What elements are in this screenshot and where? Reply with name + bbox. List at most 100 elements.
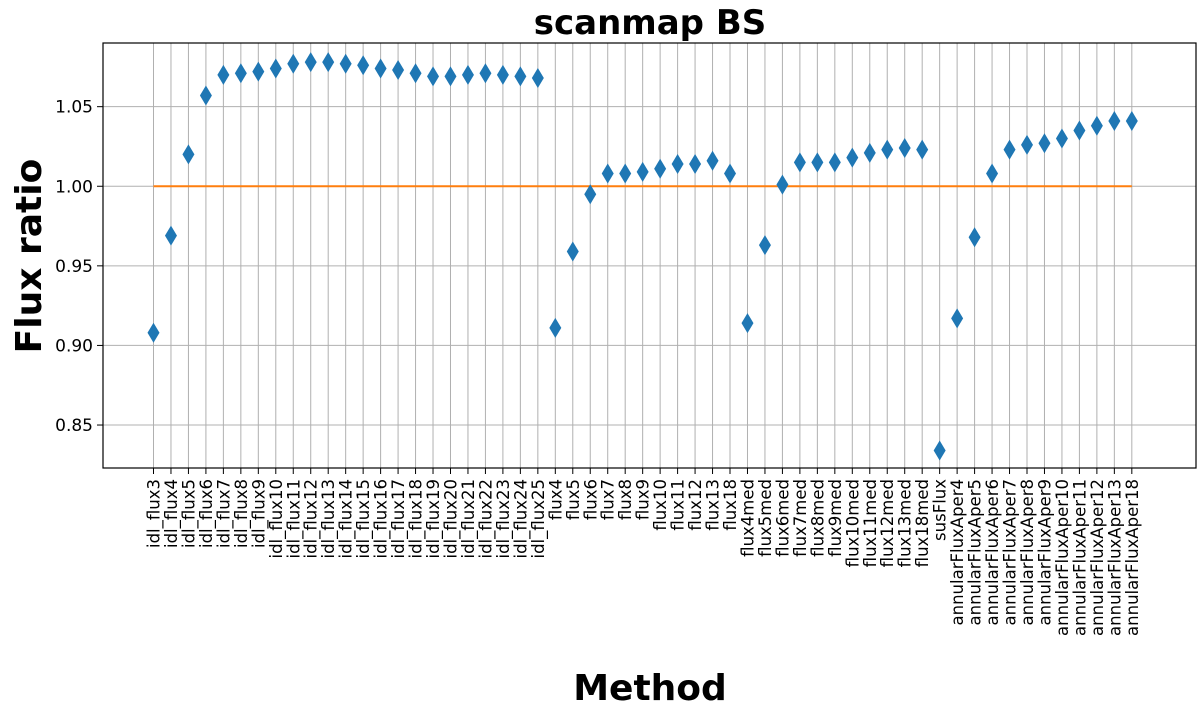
x-tick-label: annularFluxAper9 [1035, 479, 1054, 625]
data-point-marker [846, 147, 859, 168]
data-point-marker [951, 308, 964, 329]
x-tick-label: flux6med [773, 479, 792, 557]
x-tick-label: idl_flux16 [372, 479, 392, 559]
data-point-marker [549, 317, 562, 338]
data-point-marker [671, 153, 684, 174]
data-point-marker [916, 139, 929, 160]
x-tick-label: idl_flux14 [337, 479, 357, 559]
data-point-marker [461, 64, 474, 85]
data-point-marker [217, 64, 230, 85]
data-point-marker [758, 235, 771, 256]
data-point-marker [392, 60, 405, 81]
data-point-marker [1125, 110, 1138, 131]
data-point-marker [1021, 134, 1033, 155]
x-tick-label: flux6 [581, 479, 600, 520]
x-tick-label: idl_flux18 [407, 479, 427, 559]
x-tick-label: flux11 [669, 479, 688, 531]
data-point-marker [566, 241, 579, 262]
x-tick-label: annularFluxAper5 [966, 479, 985, 625]
x-tick-label: annularFluxAper11 [1070, 479, 1089, 636]
grid [103, 43, 1196, 468]
data-point-marker [863, 142, 876, 163]
x-tick-label: idl_flux5 [179, 479, 199, 548]
x-tick-label: flux13med [896, 479, 915, 567]
x-tick-label: flux7med [791, 479, 810, 557]
x-tick-label: flux18med [913, 479, 932, 567]
data-point-marker [514, 66, 527, 87]
data-point-marker [741, 313, 754, 334]
data-point-marker [269, 58, 282, 79]
data-point-marker [304, 52, 317, 73]
x-tick-label: annularFluxAper12 [1088, 479, 1107, 636]
data-point-marker [252, 61, 265, 82]
x-tick-label: idl_flux3 [145, 479, 165, 548]
x-tick-label: idl_flux24 [511, 479, 531, 559]
data-point-marker [828, 152, 841, 173]
x-tick-label: idl_flux6 [197, 479, 217, 548]
data-point-marker [968, 227, 981, 248]
data-point-marker [776, 174, 789, 195]
x-tick-label: flux10med [843, 479, 862, 567]
x-tick-label: annularFluxAper8 [1018, 479, 1037, 625]
x-axis-label: Method [573, 668, 727, 704]
x-tick-label: idl_flux23 [494, 479, 514, 559]
data-point-marker [654, 158, 667, 179]
data-point-marker [793, 152, 806, 173]
x-tick-label: idl_flux9 [249, 479, 269, 548]
x-tick-label: flux9med [826, 479, 845, 557]
data-point-marker [724, 163, 737, 184]
x-tick-label: idl_flux8 [232, 479, 252, 548]
x-tick-label: idl_flux17 [389, 479, 409, 559]
x-tick-label: idl_flux15 [354, 479, 374, 559]
x-tick-label: idl_flux11 [284, 479, 304, 559]
x-tick-label: flux9 [634, 479, 653, 520]
x-tick-label: flux4med [738, 479, 757, 557]
x-tick-label: flux12med [878, 479, 897, 567]
data-point-marker [182, 144, 195, 165]
data-point-marker [147, 322, 160, 343]
x-axis-ticks: idl_flux3idl_flux4idl_flux5idl_flux6idl_… [145, 468, 1142, 636]
data-point-marker [322, 52, 335, 73]
data-point-marker [689, 153, 702, 174]
data-point-marker [1003, 139, 1016, 160]
chart-title: scanmap BS [534, 3, 767, 43]
data-point-marker [531, 68, 544, 89]
x-tick-label: annularFluxAper18 [1123, 479, 1142, 636]
data-point-marker [1055, 128, 1068, 149]
data-point-marker [199, 85, 212, 106]
x-tick-label: idl_flux13 [319, 479, 339, 559]
data-point-marker [339, 53, 352, 74]
data-point-marker [1038, 133, 1051, 154]
data-point-marker [374, 58, 387, 79]
data-point-marker [1090, 115, 1103, 136]
data-point-marker [164, 225, 177, 246]
x-tick-label: idl_flux20 [441, 479, 461, 559]
x-tick-label: flux11med [861, 479, 880, 567]
data-points [147, 52, 1138, 461]
x-tick-label: flux8 [616, 479, 635, 520]
x-tick-label: flux13 [704, 479, 723, 531]
data-point-marker [496, 64, 509, 85]
x-tick-label: annularFluxAper7 [1001, 479, 1020, 625]
x-tick-label: idl_flux10 [267, 479, 287, 559]
data-point-marker [584, 184, 597, 205]
x-tick-label: idl_flux4 [162, 479, 182, 548]
plot-area-frame [102, 42, 1197, 469]
x-tick-label: flux8med [808, 479, 827, 557]
x-tick-label: flux5med [756, 479, 775, 557]
x-tick-label: flux18 [721, 479, 740, 531]
data-point-marker [479, 63, 492, 84]
y-axis-label: Flux ratio [9, 159, 50, 354]
x-tick-label: annularFluxAper6 [983, 479, 1002, 625]
data-point-marker [427, 66, 440, 87]
x-tick-label: idl_flux7 [214, 479, 234, 548]
data-point-marker [409, 63, 422, 84]
x-tick-label: susFlux [931, 479, 950, 541]
x-tick-label: idl_flux21 [459, 479, 479, 559]
y-tick-label: 1.00 [55, 177, 93, 197]
y-tick-label: 0.95 [55, 257, 93, 277]
data-point-marker [986, 163, 999, 184]
x-tick-label: annularFluxAper13 [1105, 479, 1124, 636]
data-point-marker [1108, 110, 1121, 131]
